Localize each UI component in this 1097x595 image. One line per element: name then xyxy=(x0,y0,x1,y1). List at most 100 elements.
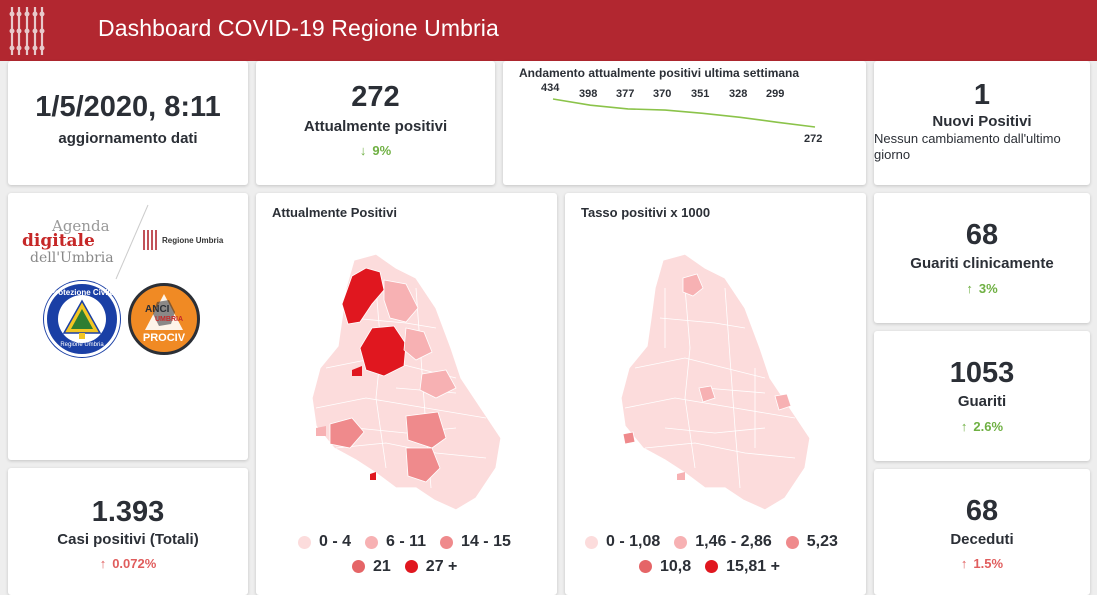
legend-swatch xyxy=(352,560,365,573)
legend-item: 5,23 xyxy=(785,533,838,551)
trend-value-label: 299 xyxy=(766,88,785,100)
casi-value: 1.393 xyxy=(91,496,165,528)
trend-line xyxy=(552,98,816,128)
guariti-clin-delta: ↑ 3% xyxy=(874,281,1090,296)
map-tasso-legend: 0 - 1,08 1,46 - 2,86 5,23 10,8 15,81 + xyxy=(585,533,855,578)
casi-label: Casi positivi (Totali) xyxy=(57,531,199,548)
trend-card: Andamento attualmente positivi ultima se… xyxy=(503,61,866,185)
page-title: Dashboard COVID-19 Regione Umbria xyxy=(98,15,499,41)
legend-item: 10,8 xyxy=(639,558,691,576)
trend-value-label: 328 xyxy=(729,88,748,100)
arrow-up-icon: ↑ xyxy=(99,556,107,571)
casi-card: 1.393 Casi positivi (Totali) ↑ 0.072% xyxy=(8,468,248,595)
guariti-label: Guariti xyxy=(957,393,1007,410)
map-positivi-title: Attualmente Positivi xyxy=(272,205,397,220)
anci-top-text: ANCI xyxy=(145,304,170,315)
legend-label: 5,23 xyxy=(806,533,838,550)
legend-label: 6 - 11 xyxy=(386,533,427,550)
regione-umbria-small-logo: Regione Umbria xyxy=(142,229,223,251)
anci-mid-text: UMBRIA xyxy=(155,316,183,323)
map-tasso-card: Tasso positivi x 1000 0 - 1,08 1,46 - 2,8… xyxy=(565,193,866,595)
trend-value-label: 351 xyxy=(691,88,710,100)
arrow-up-icon: ↑ xyxy=(960,556,968,571)
attualmente-value: 272 xyxy=(351,81,400,113)
regione-umbria-logo-icon xyxy=(9,7,45,55)
trend-title: Andamento attualmente positivi ultima se… xyxy=(519,66,800,80)
casi-delta: ↑ 0.072% xyxy=(8,556,248,571)
update-label: aggiornamento dati xyxy=(58,130,198,147)
arrow-up-icon: ↑ xyxy=(966,281,973,296)
divider-icon xyxy=(115,204,149,280)
map-positivi-legend: 0 - 4 6 - 11 14 - 15 21 27 + xyxy=(298,533,538,578)
guariti-delta: ↑ 2.6% xyxy=(874,419,1090,434)
deceduti-delta-value: 1.5% xyxy=(973,556,1004,571)
trend-value-label: 377 xyxy=(616,88,635,100)
logos-card: Agenda digitale dell'Umbria Regione Umbr… xyxy=(8,193,248,460)
legend-item: 27 + xyxy=(404,558,457,576)
deceduti-delta: ↑ 1.5% xyxy=(874,556,1090,571)
legend-item: 0 - 1,08 xyxy=(585,533,660,551)
deceduti-value: 68 xyxy=(965,495,999,527)
legend-label: 0 - 4 xyxy=(319,533,352,550)
casi-delta-value: 0.072% xyxy=(112,556,157,571)
map-tasso-title: Tasso positivi x 1000 xyxy=(581,205,711,220)
legend-label: 21 xyxy=(373,557,391,575)
arrow-up-icon: ↑ xyxy=(960,419,968,434)
legend-swatch xyxy=(440,535,454,549)
legend-label: 15,81 + xyxy=(726,557,780,575)
guariti-clin-delta-value: 3% xyxy=(978,281,998,296)
legend-item: 6 - 11 xyxy=(365,533,426,551)
protezione-triangle-icon xyxy=(58,295,106,343)
map-positivi-card: Attualmente Positivi 0 - 4 6 - 11 14 - 15 2… xyxy=(256,193,557,595)
anci-map-icon xyxy=(145,294,183,330)
legend-swatch xyxy=(674,535,688,549)
agenda-line2: digitale xyxy=(22,231,95,251)
guariti-clin-card: 68 Guariti clinicamente ↑ 3% xyxy=(874,193,1090,323)
guariti-card: 1053 Guariti ↑ 2.6% xyxy=(874,331,1090,461)
regione-label: Regione Umbria xyxy=(162,235,224,245)
legend-swatch xyxy=(298,535,311,549)
nuovi-card: 1 Nuovi Positivi Nessun cambiamento dall… xyxy=(874,61,1090,185)
arrow-down-icon: ↓ xyxy=(359,143,367,158)
protezione-bottom-text: Regione Umbria xyxy=(60,342,104,348)
legend-label: 0 - 1,08 xyxy=(606,533,661,550)
umbria-map-tasso[interactable] xyxy=(565,248,866,548)
deceduti-card: 68 Deceduti ↑ 1.5% xyxy=(874,469,1090,595)
header-bar: Dashboard COVID-19 Regione Umbria xyxy=(0,0,1097,61)
nuovi-label: Nuovi Positivi xyxy=(932,113,1032,130)
trend-value-label: 398 xyxy=(579,88,598,100)
guariti-delta-value: 2.6% xyxy=(973,419,1004,434)
legend-swatch xyxy=(585,535,598,549)
trend-sparkline xyxy=(552,98,816,128)
attualmente-card: 272 Attualmente positivi ↓ 9% xyxy=(256,61,495,185)
legend-label: 1,46 - 2,86 xyxy=(695,533,772,550)
update-datetime: 1/5/2020, 8:11 xyxy=(35,91,221,123)
nuovi-value: 1 xyxy=(973,79,991,111)
legend-label: 10,8 xyxy=(660,557,692,575)
anci-prociv-logo: ANCI UMBRIA PROCIV xyxy=(128,283,200,355)
agenda-digitale-logo: Agenda digitale dell'Umbria xyxy=(22,217,122,287)
nuovi-note: Nessun cambiamento dall'ultimo giorno xyxy=(874,131,1061,162)
attualmente-label: Attualmente positivi xyxy=(303,118,448,135)
legend-swatch xyxy=(785,535,799,549)
guariti-value: 1053 xyxy=(949,357,1015,389)
legend-swatch xyxy=(705,560,719,573)
legend-swatch xyxy=(639,560,652,573)
legend-item: 21 xyxy=(352,558,391,576)
trend-value-label: 434 xyxy=(541,82,560,94)
agenda-line1: Agenda xyxy=(52,217,110,235)
attualmente-delta: ↓ 9% xyxy=(256,143,495,158)
trend-value-label: 370 xyxy=(653,88,672,100)
legend-swatch xyxy=(404,560,418,573)
protezione-ring-text: Protezione Civile xyxy=(49,288,115,297)
legend-swatch xyxy=(365,535,379,549)
update-card: 1/5/2020, 8:11 aggiornamento dati xyxy=(8,61,248,185)
legend-item: 14 - 15 xyxy=(440,533,511,551)
umbria-map-positivi[interactable] xyxy=(256,248,557,548)
guariti-clin-value: 68 xyxy=(965,219,999,251)
attualmente-delta-value: 9% xyxy=(372,143,392,158)
regione-mark-icon xyxy=(143,230,157,250)
legend-item: 15,81 + xyxy=(705,558,780,576)
protezione-civile-logo: Protezione Civile Regione Umbria xyxy=(44,281,120,357)
agenda-line3: dell'Umbria xyxy=(30,250,114,266)
